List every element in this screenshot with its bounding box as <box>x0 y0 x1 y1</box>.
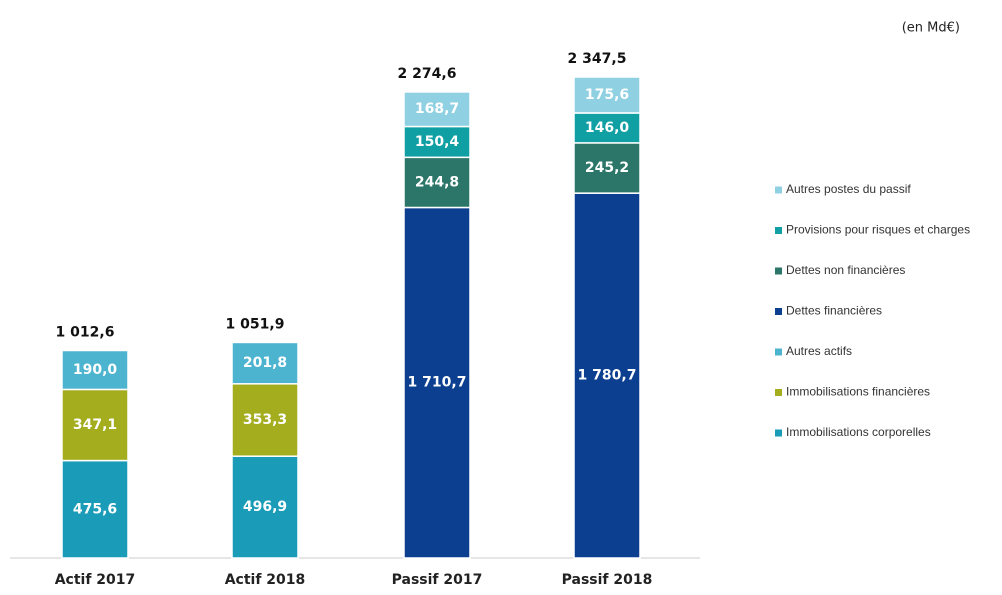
total-label: 2 274,6 <box>398 66 457 82</box>
bar-segment <box>231 383 299 457</box>
value-label: 190,0 <box>73 362 118 378</box>
x-tick-label: Passif 2018 <box>562 572 653 588</box>
bar-segment <box>403 91 471 128</box>
legend-label: Autres postes du passif <box>786 182 911 196</box>
legend-swatch <box>775 227 782 234</box>
total-label: 1 012,6 <box>56 324 115 340</box>
bar-segment <box>573 192 641 559</box>
bar-segment <box>61 388 129 462</box>
bar-segment <box>403 206 471 559</box>
x-tick-label: Actif 2017 <box>55 572 136 588</box>
bar-segment <box>231 341 299 385</box>
legend-label: Provisions pour risques et charges <box>786 223 970 237</box>
total-label: 1 051,9 <box>226 316 285 332</box>
value-label: 1 780,7 <box>578 368 637 384</box>
unit-note: (en Md€) <box>902 21 960 36</box>
bar-segment <box>231 455 299 559</box>
bar-segment <box>573 112 641 144</box>
total-label: 2 347,5 <box>568 51 627 67</box>
value-label: 175,6 <box>585 87 629 103</box>
legend-label: Dettes non financières <box>786 263 905 277</box>
value-label: 146,0 <box>585 120 630 136</box>
value-label: 150,4 <box>415 134 460 150</box>
x-tick-label: Passif 2017 <box>392 572 483 588</box>
legend-swatch <box>775 348 782 356</box>
legend-label: Autres actifs <box>786 344 852 358</box>
value-label: 245,2 <box>585 160 629 176</box>
value-label: 347,1 <box>73 417 117 433</box>
value-label: 475,6 <box>73 501 117 517</box>
value-label: 353,3 <box>243 412 287 428</box>
value-label: 1 710,7 <box>408 375 467 391</box>
legend-label: Dettes financières <box>786 304 882 318</box>
value-label: 201,8 <box>243 355 287 371</box>
legend-swatch <box>775 308 782 315</box>
legend-label: Immobilisations financières <box>786 385 930 399</box>
bar-segment <box>573 76 641 114</box>
x-tick-label: Actif 2018 <box>225 572 306 588</box>
value-label: 244,8 <box>415 174 459 190</box>
legend-swatch <box>775 429 782 437</box>
value-label: 168,7 <box>415 101 459 117</box>
legend-swatch <box>775 389 782 396</box>
legend-label: Immobilisations corporelles <box>786 425 931 439</box>
bar-segment <box>61 459 129 559</box>
bar-segment <box>61 349 129 391</box>
bar-segment <box>403 125 471 159</box>
bar-segment <box>403 156 471 209</box>
legend-swatch <box>775 267 782 275</box>
bar-segment <box>573 142 641 194</box>
legend-swatch <box>775 186 782 194</box>
value-label: 496,9 <box>243 499 287 515</box>
